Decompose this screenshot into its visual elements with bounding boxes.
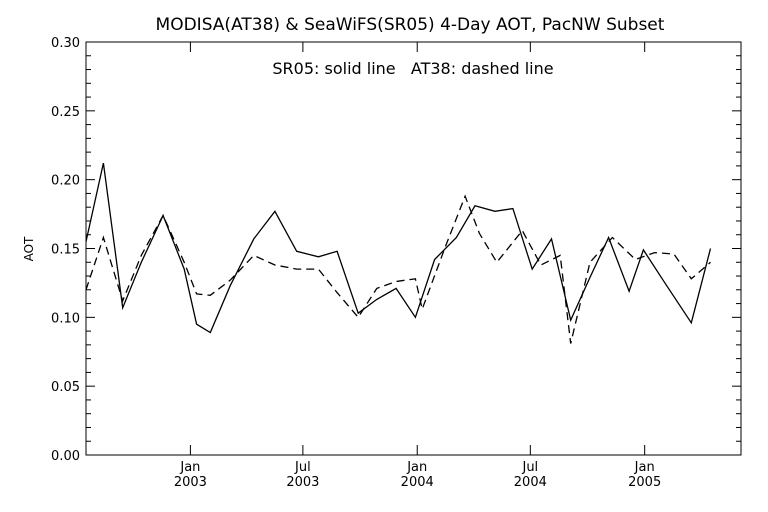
x-tick-month: Jan [179,460,200,475]
y-axis-label: AOT [22,236,36,261]
y-tick-label: 0.25 [51,105,80,120]
y-tick-label: 0.00 [51,449,80,464]
y-axis: 0.00 0.05 0.10 0.15 0.20 0.25 0.30 [51,36,741,464]
legend-annotation: SR05: solid line AT38: dashed line [272,59,553,78]
series-line-at38 [85,194,711,344]
y-tick-label: 0.15 [51,243,80,258]
x-tick-year: 2005 [628,475,661,490]
y-tick-label: 0.30 [51,36,80,51]
x-tick-year: 2003 [174,475,207,490]
x-tick-year: 2004 [401,475,434,490]
x-tick-month: Jul [294,460,311,475]
series-line-sr05 [85,162,712,334]
x-tick-month: Jan [406,460,427,475]
y-tick-label: 0.05 [51,380,80,395]
x-tick-month: Jan [634,460,655,475]
x-tick-year: 2004 [514,475,547,490]
x-tick-year: 2003 [286,475,319,490]
chart-title: MODISA(AT38) & SeaWiFS(SR05) 4-Day AOT, … [156,15,665,35]
y-tick-label: 0.10 [51,311,80,326]
y-tick-label: 0.20 [51,174,80,189]
plot-frame [85,41,742,456]
x-tick-month: Jul [521,460,538,475]
series-layer [85,162,712,344]
